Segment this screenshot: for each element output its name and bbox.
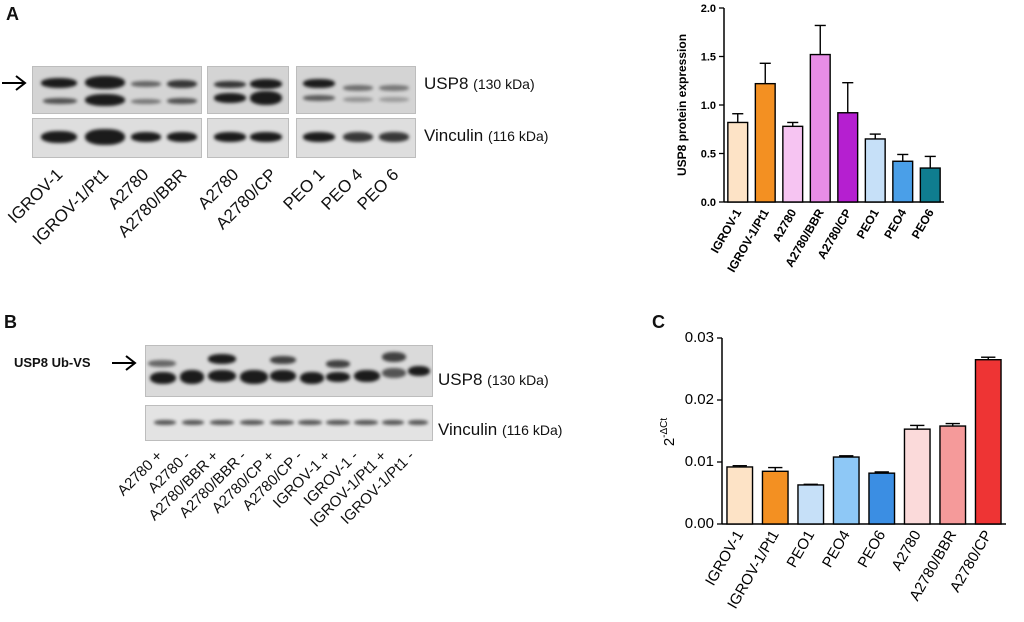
panel-b-letter: B: [4, 312, 17, 332]
bar: [797, 484, 825, 525]
category-label: PEO4: [881, 206, 909, 241]
usp8-blot-group1: [32, 66, 202, 114]
panel-a-letter: A: [6, 4, 19, 24]
bar: [974, 359, 1002, 525]
bar: [782, 125, 804, 203]
bar: [919, 167, 941, 203]
vinculin-label-b: Vinculin (116 kDa): [438, 420, 563, 439]
bar: [903, 428, 931, 525]
usp8-blot-group2: [207, 66, 289, 114]
y-tick-label: 1.0: [701, 100, 716, 112]
y-axis-label: 2-ΔCt: [659, 418, 678, 447]
bar: [868, 472, 896, 525]
bar: [892, 160, 914, 203]
y-tick-label: 0.0: [701, 197, 716, 209]
y-tick-label: 0.01: [685, 453, 714, 470]
bar: [832, 456, 860, 525]
category-label: PEO6: [854, 528, 889, 571]
bar: [754, 82, 776, 203]
bar: [761, 470, 789, 525]
category-label: PEO4: [819, 528, 854, 571]
usp8-expression-chart: 0.00.51.01.52.0IGROV-1IGROV-1/Pt1A2780A2…: [675, 3, 944, 275]
y-tick-label: 0.5: [701, 149, 716, 161]
category-label: A2780: [888, 528, 924, 574]
vinculin-label-a: Vinculin (116 kDa): [424, 126, 549, 145]
y-tick-label: 2.0: [701, 3, 716, 15]
ubvs-label: USP8 Ub-VS: [14, 355, 91, 370]
usp8-label-b: USP8 (130 kDa): [438, 370, 549, 389]
bar: [726, 466, 754, 525]
bar: [837, 112, 859, 203]
vinculin-blot-group1: [32, 118, 202, 158]
category-label: PEO6: [909, 206, 937, 241]
bar: [727, 121, 749, 203]
y-axis-label: USP8 protein expression: [675, 34, 689, 176]
usp8-label-a: USP8 (130 kDa): [424, 74, 535, 93]
y-tick-label: 0.03: [685, 329, 714, 346]
panel-c-letter: C: [652, 312, 665, 332]
usp8-ubvs-blot: [145, 345, 433, 397]
y-tick-label: 0.02: [685, 391, 714, 408]
y-tick-label: 0.00: [685, 515, 714, 532]
bar: [809, 53, 831, 203]
y-tick-label: 1.5: [701, 52, 716, 64]
bar: [864, 138, 886, 203]
category-label: A2780: [770, 206, 800, 244]
bar: [939, 425, 967, 525]
category-label: PEO1: [854, 206, 882, 241]
vinculin-blot-b: [145, 405, 433, 441]
arrow-right-icon: [0, 74, 30, 97]
vinculin-blot-group2: [207, 118, 289, 158]
vinculin-blot-group3: [296, 118, 416, 158]
category-label: PEO1: [783, 528, 818, 571]
usp8-blot-group3: [296, 66, 416, 114]
arrow-right-icon: [110, 354, 140, 377]
